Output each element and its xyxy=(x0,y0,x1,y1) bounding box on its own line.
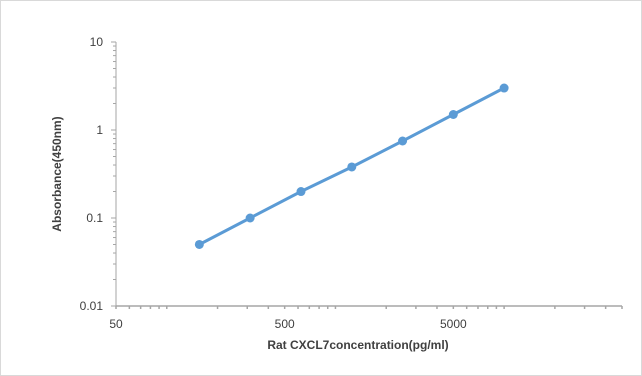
x-axis-title: Rat CXCL7concentration(pg/ml) xyxy=(267,338,448,352)
y-tick-label: 1 xyxy=(96,123,103,137)
series-layer xyxy=(194,83,509,249)
x-tick-label: 5000 xyxy=(440,317,467,331)
data-point xyxy=(245,213,255,223)
axes xyxy=(115,42,622,307)
data-point xyxy=(448,110,458,120)
y-axis-title: Absorbance(450nm) xyxy=(50,116,64,231)
data-point xyxy=(499,83,509,93)
data-point xyxy=(347,162,357,172)
data-point xyxy=(296,187,306,197)
y-tick-label: 0.1 xyxy=(86,211,103,225)
y-tick-label: 0.01 xyxy=(80,299,104,313)
x-tick-label: 50 xyxy=(109,317,123,331)
x-tick-label: 500 xyxy=(275,317,295,331)
data-point xyxy=(398,136,408,146)
tick-labels: 0.01 0.1 1 10 50 500 5000 xyxy=(80,35,467,331)
y-tick-label: 10 xyxy=(90,35,104,49)
tick-marks xyxy=(111,41,623,309)
data-point xyxy=(194,239,204,249)
